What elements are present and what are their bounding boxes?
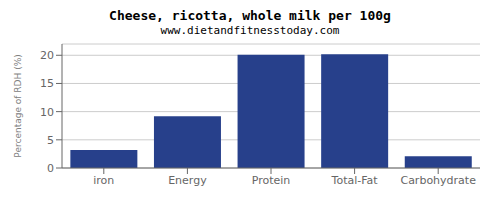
svg-text:20: 20 [40,49,54,62]
svg-text:15: 15 [40,77,54,90]
svg-text:Carbohydrate: Carbohydrate [400,174,476,187]
svg-text:Energy: Energy [168,174,207,187]
html-text:Cheese, ricotta, whole milk pe: Cheese, ricotta, whole milk per 100g [109,8,391,23]
svg-text:Protein: Protein [252,174,291,187]
svg-text:10: 10 [40,106,54,119]
svg-text:Percentage of RDH (%): Percentage of RDH (%) [13,54,23,157]
svg-text:iron: iron [93,174,114,187]
svg-text:5: 5 [47,134,54,147]
svg-text:Total-Fat: Total-Fat [331,174,379,187]
html-text:www.dietandfitnesstoday.com: www.dietandfitnesstoday.com [160,24,340,37]
svg-text:0: 0 [47,162,54,175]
